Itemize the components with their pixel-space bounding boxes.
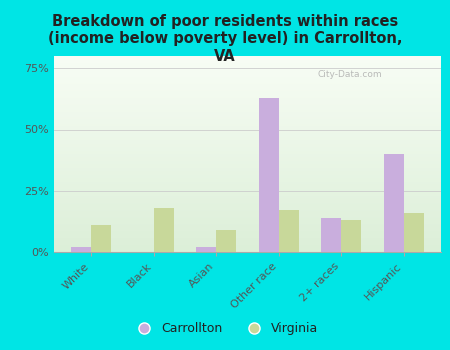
Bar xyxy=(404,213,423,252)
Bar xyxy=(341,220,361,252)
Bar xyxy=(279,210,299,252)
Bar xyxy=(91,225,112,252)
Bar xyxy=(196,247,216,252)
Bar xyxy=(383,154,404,252)
Bar xyxy=(154,208,174,252)
Bar xyxy=(259,98,279,252)
Bar xyxy=(321,218,341,252)
Bar xyxy=(216,230,236,252)
Text: City-Data.com: City-Data.com xyxy=(317,70,382,79)
Text: Breakdown of poor residents within races
(income below poverty level) in Carroll: Breakdown of poor residents within races… xyxy=(48,14,402,64)
Legend: Carrollton, Virginia: Carrollton, Virginia xyxy=(126,317,324,340)
Bar xyxy=(72,247,91,252)
